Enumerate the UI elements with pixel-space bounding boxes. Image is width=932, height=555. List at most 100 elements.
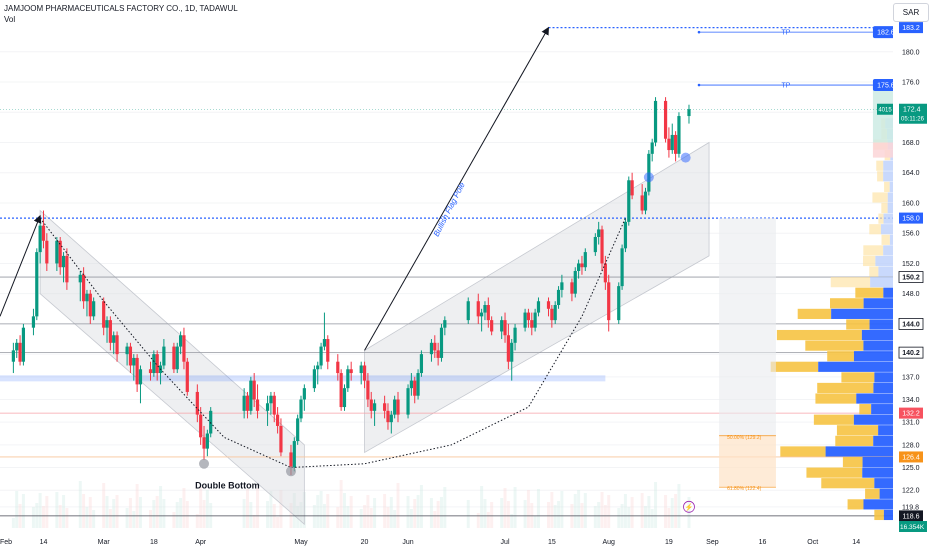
volume-bar — [195, 514, 199, 528]
volume-profile-buy-bar — [883, 213, 893, 224]
volume-bar — [336, 507, 340, 528]
volume-bar — [670, 498, 674, 528]
volume-profile-sell-bar — [817, 382, 874, 394]
candle-body — [523, 312, 527, 328]
volume-bar — [92, 510, 96, 528]
volume-bar — [373, 498, 377, 528]
volume-profile-sell-bar — [877, 171, 884, 182]
volume-bar — [205, 490, 209, 528]
volume-profile-buy-bar — [853, 414, 893, 425]
candle-body — [199, 414, 203, 438]
candle-body — [112, 335, 116, 343]
candle-body — [603, 263, 607, 283]
candle-body — [483, 305, 487, 313]
double-bottom-marker-2 — [285, 466, 296, 477]
level-badge-183.2 — [899, 22, 923, 34]
volume-bar — [149, 510, 153, 528]
candle-body — [319, 346, 323, 366]
tp-badge-text-182.6: 182.6 — [877, 30, 895, 37]
level-badge-158.0 — [899, 212, 923, 224]
price-tick-label: 119.8 — [902, 504, 919, 511]
volume-bar — [175, 502, 179, 528]
volume-profile-sell-bar — [815, 393, 857, 404]
price-tick-label: 180.0 — [902, 49, 920, 56]
candle-body — [600, 229, 604, 264]
tp-target-1-dot — [697, 83, 701, 87]
candle-body — [419, 354, 424, 374]
time-tick-label: 14 — [40, 539, 48, 546]
candle-body — [275, 414, 280, 426]
candle-body — [413, 380, 417, 396]
volume-bar — [359, 509, 363, 528]
volume-bar — [580, 503, 584, 528]
volume-bar — [416, 495, 420, 528]
volume-bar — [630, 497, 634, 528]
candle-body — [252, 380, 256, 400]
time-tick-label: 15 — [548, 539, 556, 546]
candle-body — [627, 180, 631, 222]
candle-body — [546, 301, 551, 309]
volume-bar — [389, 497, 393, 528]
price-tick-label: 125.0 — [902, 465, 920, 472]
candle-body — [172, 346, 176, 370]
volume-profile-buy-bar — [883, 245, 893, 256]
volume-profile-buy-bar — [861, 329, 893, 341]
candle-body — [623, 221, 628, 249]
tp-badge-182.6 — [872, 26, 899, 39]
level-badge-140.2 — [898, 346, 924, 359]
volume-profile-buy-bar — [863, 499, 893, 510]
level-badge-132.2 — [899, 407, 923, 419]
candle-body — [41, 225, 46, 241]
candle-body — [209, 410, 213, 434]
volume-bar — [35, 503, 39, 528]
level-badge-126.4 — [899, 451, 923, 463]
volume-bar — [429, 498, 433, 528]
price-tick-label: 131.0 — [902, 420, 920, 427]
candle-body — [115, 335, 119, 355]
volume-bar — [85, 507, 89, 528]
volume-bar — [503, 488, 507, 528]
time-tick-label: Oct — [807, 539, 818, 546]
volume-profile-sell-bar — [830, 277, 871, 288]
volume-bar — [627, 507, 631, 528]
grid-lines — [0, 51, 893, 508]
candle-body — [359, 365, 363, 374]
candle-body — [322, 339, 327, 347]
volume-bar — [573, 494, 577, 528]
breakout-marker-1 — [643, 172, 654, 183]
volume-bar — [102, 483, 106, 528]
volume-bar — [644, 506, 648, 528]
candle-body — [536, 301, 541, 313]
candle-body — [289, 452, 293, 468]
candle-body — [182, 335, 186, 362]
fib-golden-zone — [719, 435, 776, 488]
candle-body — [560, 282, 564, 290]
volume-profile-sell-bar — [835, 435, 874, 446]
volume-bar — [533, 516, 537, 528]
candle-body — [21, 327, 26, 362]
currency-button[interactable]: SAR — [893, 3, 929, 22]
volume-bar — [182, 488, 186, 528]
candle-body — [132, 357, 136, 366]
volume-bar — [21, 494, 25, 528]
tp-target-2-dot — [697, 30, 701, 34]
candle-body — [202, 437, 206, 449]
price-tick-label: 122.0 — [902, 488, 920, 495]
tp-badge-175.6 — [872, 79, 899, 92]
level-badge-text-158.0: 158.0 — [902, 216, 920, 223]
volume-bar — [269, 491, 273, 528]
candle-body — [279, 425, 283, 453]
volume-bar — [108, 509, 112, 528]
level-badge-text-126.4: 126.4 — [902, 454, 920, 461]
volume-profile-buy-bar — [887, 202, 893, 214]
time-tick-label: 19 — [665, 539, 673, 546]
candle-body — [366, 380, 370, 400]
candle-body — [583, 252, 587, 268]
candle-body — [255, 399, 260, 411]
volume-bar — [249, 502, 253, 528]
candle-body — [653, 100, 658, 143]
volume-profile-buy-bar — [873, 435, 893, 446]
candle-body — [526, 312, 531, 321]
